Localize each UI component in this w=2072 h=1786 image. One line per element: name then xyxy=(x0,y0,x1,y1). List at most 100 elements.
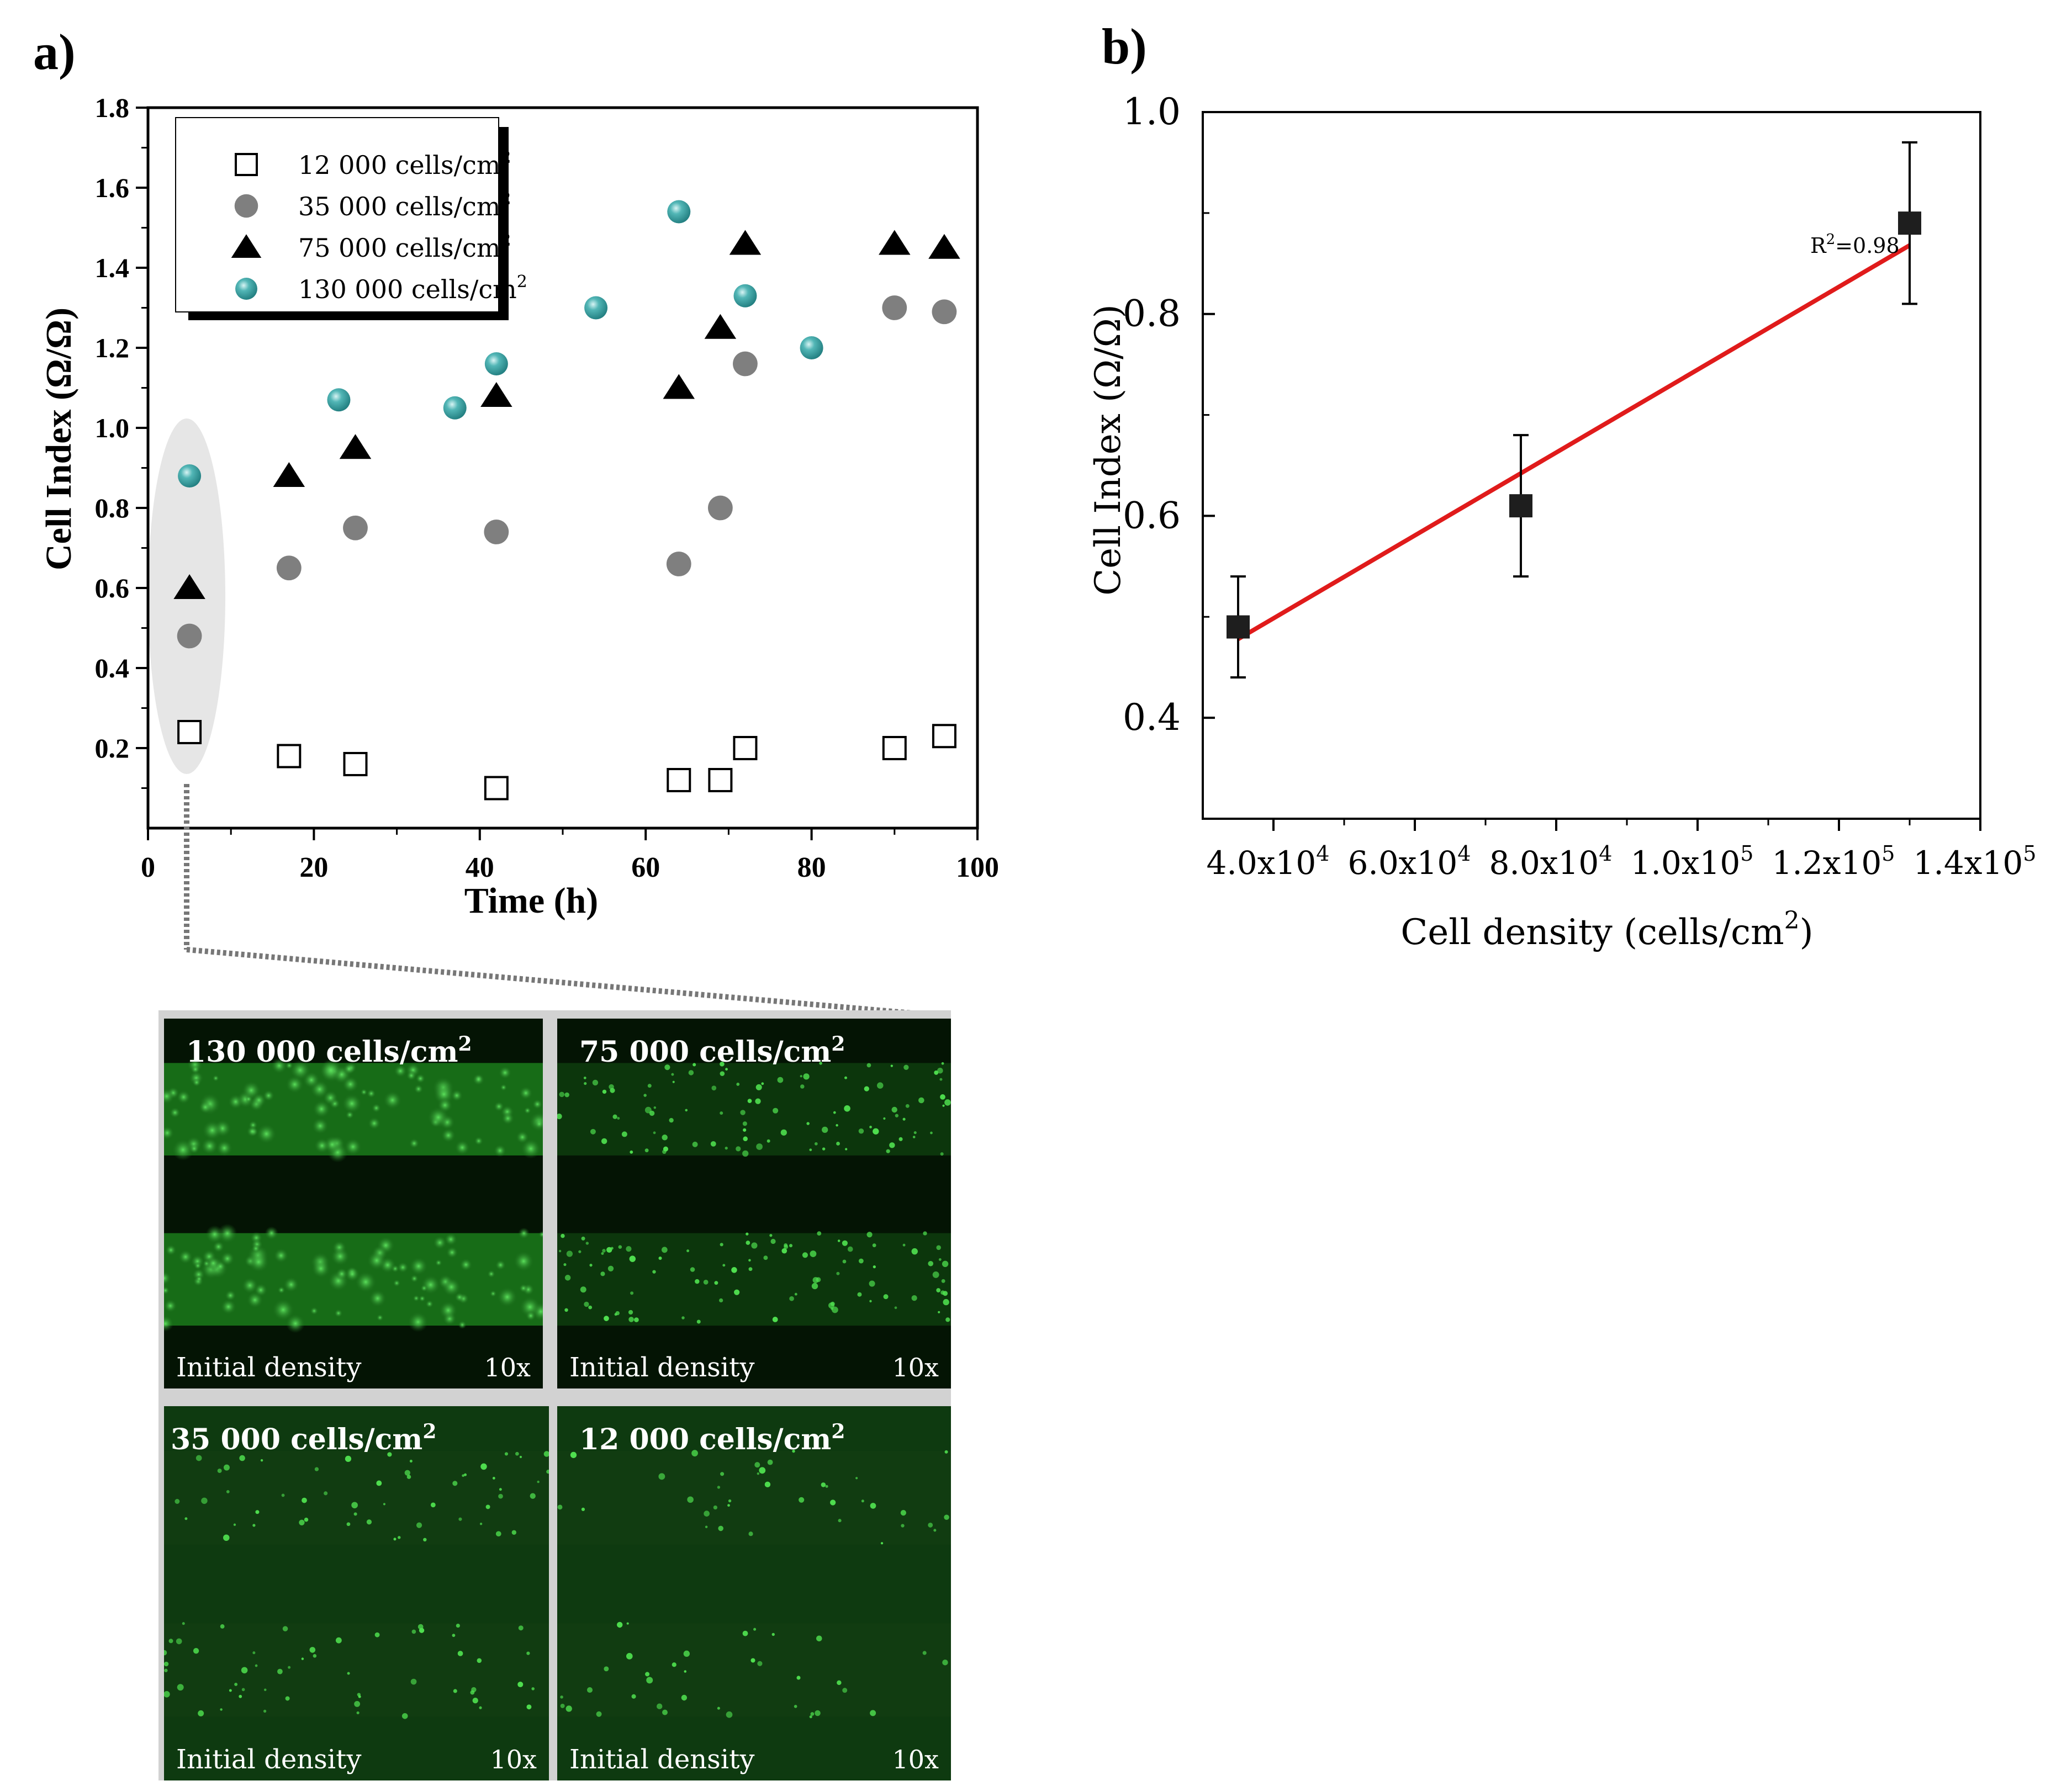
legend-label-4: 130 000 cells/cm2 xyxy=(298,272,527,304)
cell-dot xyxy=(393,1538,397,1541)
cell-dot xyxy=(695,1279,700,1284)
cell-dot xyxy=(828,1302,834,1309)
cell-dot xyxy=(588,1305,593,1310)
cell-dot xyxy=(902,1117,906,1121)
cell-dot xyxy=(855,1477,858,1480)
cell-dot xyxy=(662,1709,668,1715)
cell-cluster xyxy=(314,1138,330,1154)
cell-cluster xyxy=(335,1268,348,1280)
cell-cluster xyxy=(519,1086,533,1100)
cell-dot xyxy=(504,1452,509,1456)
cell-dot xyxy=(822,1126,828,1133)
cell-dot xyxy=(430,1502,436,1508)
cell-cluster xyxy=(538,1231,543,1238)
cell-dot xyxy=(819,1062,822,1065)
cell-cluster xyxy=(169,1107,181,1119)
cell-dot xyxy=(858,1128,864,1134)
y-tick-label-a: 1.6 xyxy=(95,172,130,203)
cell-dot xyxy=(895,1114,898,1117)
cell-dot xyxy=(452,1481,458,1486)
cell-cluster xyxy=(355,1271,377,1293)
cell-dot xyxy=(869,1300,872,1302)
cell-dot xyxy=(456,1623,460,1628)
micrograph-panel-4: 12 000 cells/cm2 Initial density 10x xyxy=(557,1406,951,1780)
cell-dot xyxy=(324,1491,328,1496)
cell-dot xyxy=(933,1529,937,1532)
cell-dot xyxy=(816,1277,821,1282)
micrograph-magnification: 10x xyxy=(484,1353,531,1382)
cell-dot xyxy=(890,1064,893,1067)
cell-cluster xyxy=(406,1070,416,1081)
cell-dot xyxy=(861,1499,864,1503)
cell-dot xyxy=(773,1107,779,1114)
cell-dot xyxy=(905,1104,910,1108)
cell-dot xyxy=(901,1524,905,1528)
cell-band xyxy=(164,1451,549,1545)
cell-dot xyxy=(220,1624,225,1629)
data-point-series-4 xyxy=(178,464,202,487)
cell-dot xyxy=(347,1672,350,1675)
cell-dot xyxy=(936,1245,941,1250)
cell-dot xyxy=(743,1128,747,1132)
data-point-series-4 xyxy=(733,284,757,308)
cell-cluster xyxy=(501,1112,515,1125)
data-point-series-1 xyxy=(667,768,691,792)
cell-dot xyxy=(601,1138,607,1144)
cell-dot xyxy=(743,1136,748,1142)
cell-dot xyxy=(472,1698,478,1704)
cell-dot xyxy=(526,1651,530,1655)
cell-cluster xyxy=(164,1271,171,1285)
cell-cluster xyxy=(516,1131,529,1144)
cell-dot xyxy=(241,1667,248,1674)
cell-dot xyxy=(557,1504,563,1510)
cell-cluster xyxy=(441,1128,456,1143)
cell-dot xyxy=(581,1236,585,1241)
cell-dot xyxy=(755,1084,762,1090)
cell-dot xyxy=(705,1525,708,1528)
y-tick-label-b: 1.0 xyxy=(1123,91,1181,133)
cell-dot xyxy=(912,1136,916,1138)
cell-dot xyxy=(717,1486,721,1489)
cell-dot xyxy=(416,1522,422,1528)
cell-dot xyxy=(255,1664,258,1667)
cell-dot xyxy=(543,1451,549,1457)
cell-dot xyxy=(672,1662,676,1667)
cell-dot xyxy=(941,1279,945,1283)
cell-dot xyxy=(604,1666,609,1672)
cell-cluster xyxy=(311,1259,331,1278)
cell-dot xyxy=(177,1684,184,1691)
cell-dot xyxy=(664,1064,670,1070)
data-point-series-1 xyxy=(882,736,907,760)
data-point-series-3 xyxy=(339,434,372,459)
data-point-series-3 xyxy=(273,462,305,487)
cell-dot xyxy=(704,1511,710,1517)
cell-dot xyxy=(564,1092,569,1098)
cell-dot xyxy=(726,1711,733,1718)
x-tick-label-b: 1.2x105 xyxy=(1772,841,1895,882)
cell-dot xyxy=(750,1658,755,1663)
cell-dot xyxy=(596,1711,602,1717)
cell-dot xyxy=(837,1680,842,1686)
cell-dot xyxy=(653,1131,656,1135)
cell-dot xyxy=(886,1149,890,1153)
cell-dot xyxy=(825,1485,828,1488)
x-axis-title-a: Time (h) xyxy=(464,881,599,921)
cell-dot xyxy=(923,1231,927,1236)
cell-dot xyxy=(609,1084,614,1090)
cell-dot xyxy=(480,1463,487,1470)
cell-dot xyxy=(945,1317,950,1322)
cell-dot xyxy=(894,1306,897,1310)
cell-dot xyxy=(357,1693,361,1697)
micrograph-caption: Initial density xyxy=(176,1744,362,1775)
cell-dot xyxy=(844,1105,850,1112)
axis-tick-labels-b: 4.0x104 6.0x104 8.0x104 1.0x105 1.2x105 1.4x1… xyxy=(1123,91,2036,882)
y-tick-label-a: 1.0 xyxy=(95,412,130,443)
cell-cluster xyxy=(342,1094,362,1114)
cell-cluster xyxy=(164,1299,177,1313)
cell-dot xyxy=(913,1131,917,1135)
cell-dot xyxy=(696,1319,701,1324)
cell-dot xyxy=(870,1710,876,1716)
cell-cluster xyxy=(519,1284,528,1293)
cell-dot xyxy=(734,1289,740,1295)
